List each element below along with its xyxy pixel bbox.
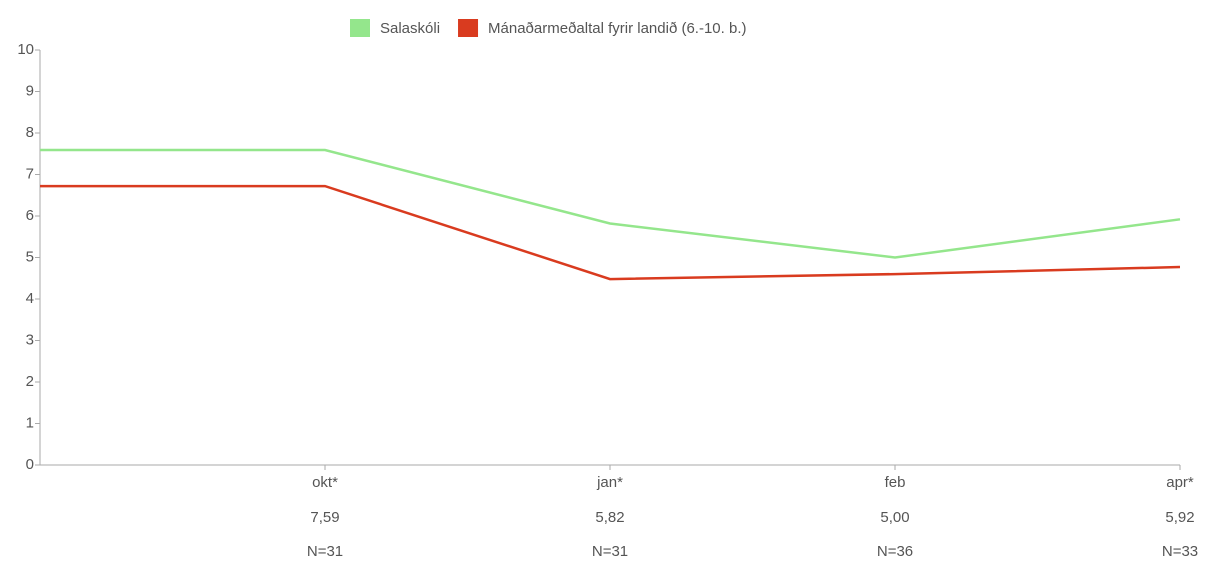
sample-size: N=36 xyxy=(877,543,913,560)
legend-item: Mánaðarmeðaltal fyrir landið (6.-10. b.) xyxy=(458,19,746,37)
sample-size: N=33 xyxy=(1162,543,1198,560)
y-tick-label: 9 xyxy=(26,82,34,99)
value-label: 5,82 xyxy=(595,509,624,526)
y-tick-label: 2 xyxy=(26,373,34,390)
legend-swatch xyxy=(350,19,370,37)
x-tick-label: apr* xyxy=(1166,474,1194,491)
legend-item: Salaskóli xyxy=(350,19,440,37)
legend-label: Salaskóli xyxy=(380,20,440,37)
y-tick-label: 10 xyxy=(17,41,34,58)
value-label: 5,00 xyxy=(880,509,909,526)
sample-size: N=31 xyxy=(592,543,628,560)
y-tick-label: 1 xyxy=(26,414,34,431)
value-label: 7,59 xyxy=(310,509,339,526)
y-tick-label: 8 xyxy=(26,124,34,141)
legend-label: Mánaðarmeðaltal fyrir landið (6.-10. b.) xyxy=(488,20,746,37)
y-tick-label: 6 xyxy=(26,207,34,224)
series-line xyxy=(40,148,1181,259)
y-tick-label: 7 xyxy=(26,165,34,182)
value-label: 5,92 xyxy=(1165,509,1194,526)
x-tick-label: okt* xyxy=(312,474,338,491)
legend-swatch xyxy=(458,19,479,37)
series-line xyxy=(40,184,1181,281)
y-tick-label: 4 xyxy=(26,290,34,307)
x-tick-label: feb xyxy=(885,474,906,491)
y-tick-label: 0 xyxy=(26,456,34,473)
y-tick-label: 3 xyxy=(26,331,34,348)
x-tick-label: jan* xyxy=(596,474,623,491)
sample-size: N=31 xyxy=(307,543,343,560)
y-tick-label: 5 xyxy=(26,248,34,265)
